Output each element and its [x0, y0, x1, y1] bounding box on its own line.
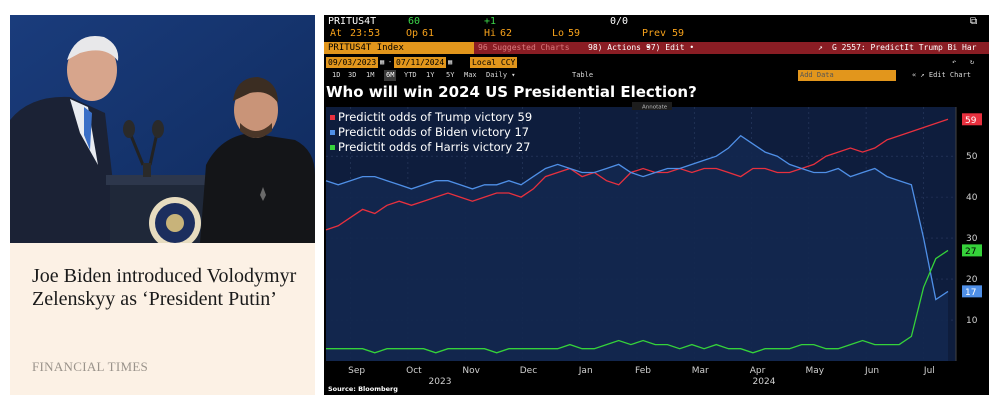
x-tick-label: Mar: [692, 366, 709, 376]
end-date-input[interactable]: 07/11/2024: [394, 57, 447, 68]
period-button-max[interactable]: Max: [464, 71, 477, 79]
bloomberg-terminal: PRITUS4T 60 +1 0/0 ⧉ At 23:53 Op 61 Hi 6…: [324, 15, 989, 395]
period-button-3d[interactable]: 3D: [348, 71, 357, 79]
y-tick-label: 40: [966, 193, 978, 203]
ticker-label: PRITUS4T: [328, 16, 377, 27]
calendar-icon[interactable]: ▦: [380, 58, 385, 66]
x-tick-label: Jun: [864, 366, 879, 376]
chart-title: Who will win 2024 US Presidential Electi…: [326, 83, 697, 101]
at-label: At: [330, 28, 343, 39]
date-range-bar: 09/03/2023 ▦ - 07/11/2024 ▦ Local CCY ↶ …: [324, 57, 989, 68]
news-card[interactable]: Joe Biden introduced Volodymyr Zelenskyy…: [10, 15, 315, 395]
range-dash: -: [388, 58, 393, 66]
series-area-biden: [326, 135, 948, 361]
legend-entry: Predictit odds of Trump victory 59: [338, 110, 532, 124]
x-year-label: 2024: [753, 377, 776, 387]
open-label: Op: [406, 28, 419, 39]
table-button[interactable]: Table: [572, 71, 594, 79]
legend-swatch: [330, 145, 335, 150]
last-value-label: 27: [965, 247, 976, 257]
x-tick-label: Jul: [923, 366, 935, 376]
x-tick-label: Oct: [406, 366, 422, 376]
photo-illustration: [10, 15, 315, 243]
last-value-badge: [962, 113, 982, 126]
annotate-chip[interactable]: [632, 102, 672, 110]
last-value-badge: [962, 285, 982, 298]
price-chart[interactable]: 10 20 30 40 50 59 17 27 Sep Oct Nov Dec Jan Feb Mar Apr…: [324, 15, 989, 395]
x-tick-label: Nov: [462, 366, 480, 376]
quote-row-1: PRITUS4T 60 +1 0/0 ⧉: [324, 16, 989, 29]
period-button-6m[interactable]: 6M: [384, 70, 397, 81]
currency-select[interactable]: Local CCY: [470, 57, 518, 68]
source-note: Source: Bloomberg: [328, 385, 398, 393]
y-tick-label: 20: [966, 275, 978, 285]
news-source: FINANCIAL TIMES: [32, 359, 149, 374]
quote-row-2: At 23:53 Op 61 Hi 62 Lo 59 Prev 59: [324, 28, 989, 41]
last-price: 60: [408, 16, 421, 27]
x-tick-label: Feb: [635, 366, 651, 376]
period-button-1y[interactable]: 1Y: [426, 71, 435, 79]
high-value: 62: [500, 28, 513, 39]
at-time: 23:53: [350, 28, 381, 39]
last-value-label: 17: [965, 288, 976, 298]
legend-entry: Predictit odds of Biden victory 17: [338, 125, 529, 139]
add-data-input[interactable]: Add Data: [798, 70, 896, 81]
series-line-biden[interactable]: [325, 134, 949, 301]
price-change: +1: [484, 16, 497, 27]
annotate-label: Annotate: [642, 105, 668, 111]
news-photo: [10, 15, 315, 243]
refresh-icon[interactable]: ↻: [970, 58, 975, 66]
function-title: G 2557: PredictIt Trump Bi Har: [832, 43, 977, 52]
prev-value: 59: [672, 28, 685, 39]
function-bar: PRITUS4T Index 96 Suggested Charts 98) A…: [324, 42, 989, 54]
high-label: Hi: [484, 28, 497, 39]
legend-entry: Predictit odds of Harris victory 27: [338, 140, 530, 154]
undo-icon[interactable]: ↶: [952, 58, 957, 66]
x-tick-label: Jan: [578, 366, 593, 376]
series-line-harris[interactable]: [326, 249, 949, 354]
period-toolbar: 1D 3D 1M 6M YTD 1Y 5Y Max Daily ▾ Table Add Data « …: [324, 70, 989, 81]
last-value-label: 59: [965, 116, 977, 126]
suggested-charts-button[interactable]: 96 Suggested Charts: [478, 43, 570, 52]
series-line-trump[interactable]: [325, 118, 949, 231]
y-tick-label: 50: [966, 152, 978, 162]
x-tick-label: Sep: [348, 366, 365, 376]
x-tick-label: Dec: [520, 366, 537, 376]
period-button-1d[interactable]: 1D: [332, 71, 341, 79]
start-date-input[interactable]: 09/03/2023: [326, 57, 379, 68]
export-icon[interactable]: ⧉: [970, 16, 978, 27]
calendar-icon[interactable]: ▦: [448, 58, 453, 66]
function-bar-red: [474, 42, 989, 54]
index-label[interactable]: PRITUS4T Index: [328, 43, 404, 53]
x-tick-label: Apr: [750, 366, 766, 376]
y-tick-label: 10: [966, 316, 978, 326]
prev-label: Prev: [642, 28, 667, 39]
period-button-5y[interactable]: 5Y: [446, 71, 455, 79]
edit-menu[interactable]: 97) Edit •: [646, 43, 695, 52]
period-button-1m[interactable]: 1M: [366, 71, 375, 79]
legend-swatch: [330, 130, 335, 135]
last-value-badge: [962, 244, 982, 257]
actions-menu[interactable]: 98) Actions •: [588, 43, 651, 52]
volume-value: 0/0: [610, 16, 629, 27]
edit-chart-button[interactable]: « ↗ Edit Chart: [912, 71, 972, 79]
y-tick-label: 30: [966, 234, 978, 244]
legend-swatch: [330, 115, 335, 120]
low-label: Lo: [552, 28, 565, 39]
x-tick-label: May: [806, 366, 825, 376]
x-year-label: 2023: [429, 377, 452, 387]
low-value: 59: [568, 28, 581, 39]
open-value: 61: [422, 28, 435, 39]
period-button-ytd[interactable]: YTD: [404, 71, 417, 79]
news-headline[interactable]: Joe Biden introduced Volodymyr Zelenskyy…: [32, 265, 297, 310]
interval-select[interactable]: Daily ▾: [486, 71, 516, 79]
external-link-icon[interactable]: ↗: [818, 43, 823, 52]
